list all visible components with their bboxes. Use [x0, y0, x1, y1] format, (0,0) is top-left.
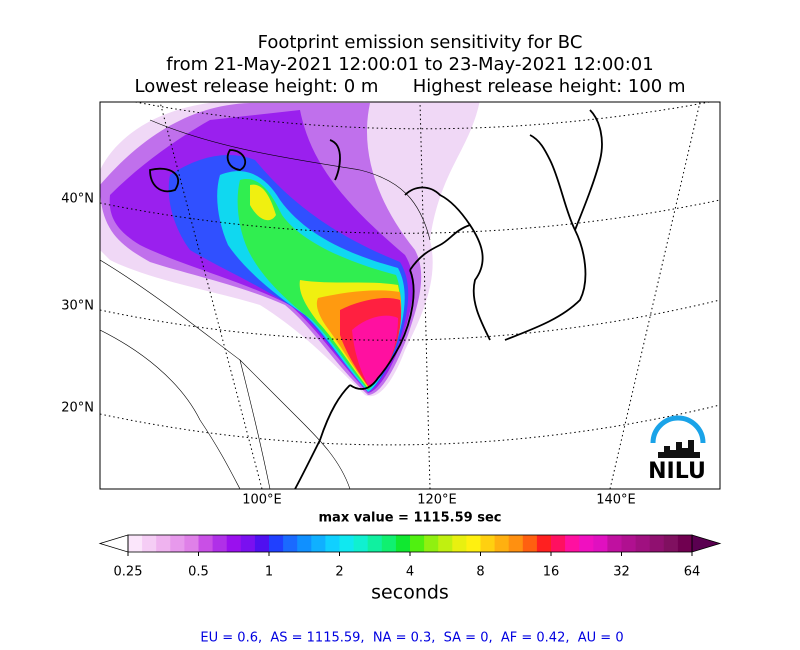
color-swatch — [367, 535, 383, 552]
footprint — [100, 102, 480, 397]
lat-label: 20°N — [61, 401, 94, 416]
nilu-logo: NILU — [648, 415, 706, 484]
title-line: from 21-May-2021 12:00:01 to 23-May-2021… — [166, 54, 653, 75]
tick-label: 8 — [476, 565, 484, 580]
map-frame — [99, 101, 721, 490]
tick-label: 0.5 — [188, 565, 209, 580]
color-swatch — [269, 535, 284, 552]
color-swatch — [649, 535, 665, 552]
tick-label: 0.25 — [114, 565, 143, 580]
lon-label: 120°E — [417, 493, 457, 508]
color-swatch — [128, 535, 143, 552]
lon-label: 100°E — [242, 493, 282, 508]
color-swatch — [438, 535, 453, 552]
color-swatch — [565, 535, 580, 552]
color-swatch — [579, 535, 594, 552]
color-swatch — [508, 535, 524, 552]
map: NILU — [100, 102, 720, 489]
color-swatch — [212, 535, 228, 552]
title-line: Lowest release height: 0 m Highest relea… — [135, 76, 686, 97]
extend-low — [98, 534, 129, 553]
coastlines — [149, 109, 603, 489]
color-swatch — [325, 535, 340, 552]
color-swatch — [226, 535, 242, 552]
color-swatch — [184, 535, 199, 552]
color-swatch — [522, 535, 538, 552]
color-swatch — [353, 535, 369, 552]
color-swatch — [424, 535, 439, 552]
color-swatch — [240, 535, 256, 552]
footer-stats: EU = 0.6, AS = 1115.59, NA = 0.3, SA = 0… — [200, 631, 623, 646]
color-swatch — [635, 535, 651, 552]
color-swatch — [339, 535, 355, 552]
lat-label: 40°N — [61, 192, 94, 207]
color-swatch — [677, 535, 693, 552]
max-value: max value = 1115.59 sec — [319, 511, 502, 526]
color-swatch — [410, 535, 425, 552]
color-swatch — [452, 535, 467, 552]
tick-label: 2 — [335, 565, 343, 580]
color-swatch — [663, 535, 679, 552]
tick-label: 16 — [543, 565, 560, 580]
color-swatch — [536, 535, 552, 552]
logo-text: NILU — [648, 459, 706, 484]
borders — [100, 119, 431, 489]
colorbar: 0.25 0.5 1 2 4 8 16 32 64 — [98, 534, 722, 580]
color-swatch — [311, 535, 326, 552]
color-swatch — [254, 535, 270, 552]
color-swatch — [551, 535, 566, 552]
color-swatch — [156, 535, 171, 552]
title-line: Footprint emission sensitivity for BC — [258, 32, 583, 53]
color-swatch — [198, 535, 214, 552]
lon-label: 140°E — [596, 493, 636, 508]
color-swatch — [593, 535, 608, 552]
lat-label: 30°N — [61, 299, 94, 314]
color-swatch — [142, 535, 157, 552]
color-swatch — [607, 535, 622, 552]
color-swatch — [395, 535, 411, 552]
graticule — [100, 102, 720, 489]
tick-label: 32 — [613, 565, 630, 580]
color-swatch — [480, 535, 496, 552]
color-swatch — [621, 535, 637, 552]
color-swatch — [494, 535, 510, 552]
color-swatch — [381, 535, 397, 552]
color-swatch — [466, 535, 481, 552]
color-swatch — [283, 535, 298, 552]
color-swatch — [297, 535, 312, 552]
extend-high — [691, 534, 722, 553]
color-swatch — [170, 535, 185, 552]
tick-label: 4 — [406, 565, 414, 580]
tick-label: 1 — [265, 565, 273, 580]
colorbar-label: seconds — [371, 582, 449, 604]
tick-label: 64 — [684, 565, 701, 580]
